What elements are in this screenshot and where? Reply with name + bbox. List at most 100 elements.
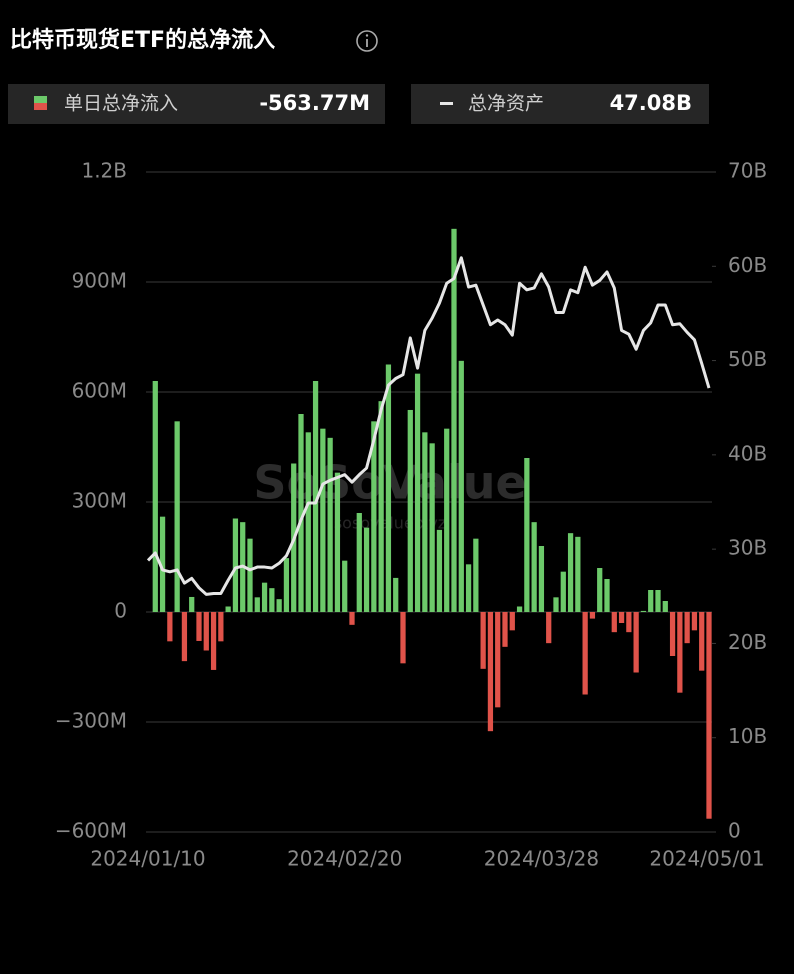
- bar: [560, 571, 566, 612]
- bar: [516, 606, 523, 612]
- chart-title: 比特币现货ETF的总净流入: [10, 27, 275, 53]
- bar: [582, 612, 588, 695]
- bar: [174, 421, 180, 612]
- bar: [196, 612, 202, 641]
- bar: [531, 522, 537, 612]
- bar: [677, 612, 683, 693]
- bar: [691, 612, 698, 631]
- y2-tick-label: 0: [728, 819, 741, 843]
- legend-swatch-positive: [34, 96, 47, 103]
- bar: [444, 428, 450, 612]
- bar: [210, 612, 217, 670]
- y2-tick-label: 50B: [728, 347, 767, 371]
- bar: [451, 228, 457, 613]
- bar: [363, 527, 370, 612]
- bar: [604, 579, 610, 612]
- bar: [655, 590, 661, 612]
- bar: [283, 558, 290, 612]
- y-tick-label: 0: [114, 599, 127, 623]
- info-dot: [365, 34, 369, 37]
- bar: [152, 381, 158, 612]
- bar: [342, 560, 348, 612]
- bar: [473, 538, 479, 612]
- bar: [538, 546, 545, 612]
- bar: [465, 564, 472, 612]
- bar: [181, 612, 188, 662]
- bar: [575, 536, 581, 612]
- bar: [371, 421, 377, 612]
- x-tick-label: 2024/03/28: [484, 847, 599, 871]
- x-tick-label: 2024/01/10: [90, 847, 205, 871]
- bar: [159, 516, 166, 612]
- bar: [429, 443, 435, 612]
- x-tick-label: 2024/02/20: [287, 847, 402, 871]
- legend-box: [8, 84, 385, 124]
- legend-label: 单日总净流入: [64, 93, 178, 115]
- bar: [414, 373, 421, 612]
- bar: [349, 612, 355, 625]
- bar: [189, 596, 195, 612]
- y-tick-label: 600M: [72, 379, 127, 403]
- bar: [611, 612, 617, 633]
- info-circle: [356, 30, 378, 52]
- bar: [393, 577, 399, 612]
- bar: [378, 401, 384, 612]
- bar: [502, 612, 508, 647]
- bar: [480, 612, 486, 669]
- info-icon[interactable]: [356, 30, 378, 52]
- y-tick-label: −600M: [55, 819, 127, 843]
- bar: [385, 364, 392, 612]
- bar: [589, 612, 596, 619]
- line: [146, 256, 711, 596]
- bar: [597, 568, 603, 612]
- bar: [662, 601, 668, 612]
- bar: [546, 612, 552, 644]
- y-tick-label: −300M: [55, 709, 127, 733]
- x-tick-label: 2024/05/01: [649, 847, 764, 871]
- y-tick-label: 300M: [72, 489, 127, 513]
- bar: [269, 588, 275, 612]
- bar: [218, 612, 224, 642]
- y2-tick-label: 30B: [728, 536, 767, 560]
- bar: [327, 437, 333, 612]
- bar: [509, 612, 515, 631]
- bar: [407, 409, 413, 612]
- bar: [669, 612, 676, 656]
- bar: [699, 612, 705, 671]
- bar: [640, 610, 647, 612]
- bar: [254, 597, 260, 612]
- bar: [356, 513, 362, 612]
- bar: [261, 582, 268, 612]
- bar: [524, 458, 530, 612]
- bar: [626, 612, 632, 633]
- bar: [203, 612, 209, 651]
- y-tick-label: 900M: [72, 269, 127, 293]
- bar: [167, 612, 173, 642]
- bar: [618, 612, 625, 623]
- bar: [225, 606, 231, 612]
- bar: [312, 381, 319, 612]
- bar: [567, 533, 574, 612]
- bar: [495, 612, 501, 708]
- bar: [633, 612, 639, 673]
- legend-value: 47.08B: [610, 91, 692, 115]
- bar: [320, 428, 326, 612]
- bar: [298, 414, 304, 612]
- bar: [706, 612, 712, 819]
- bar: [458, 360, 464, 612]
- legend-swatch-line: [440, 102, 453, 105]
- bar: [436, 529, 443, 612]
- y2-tick-label: 70B: [728, 159, 767, 183]
- legend-label: 总净资产: [468, 93, 544, 115]
- bar: [305, 432, 311, 612]
- bar: [247, 538, 253, 612]
- bar: [334, 472, 341, 612]
- y2-tick-label: 60B: [728, 253, 767, 277]
- bar: [553, 597, 559, 612]
- legend-value: -563.77M: [259, 91, 370, 115]
- bar: [684, 612, 690, 644]
- y2-tick-label: 20B: [728, 630, 767, 654]
